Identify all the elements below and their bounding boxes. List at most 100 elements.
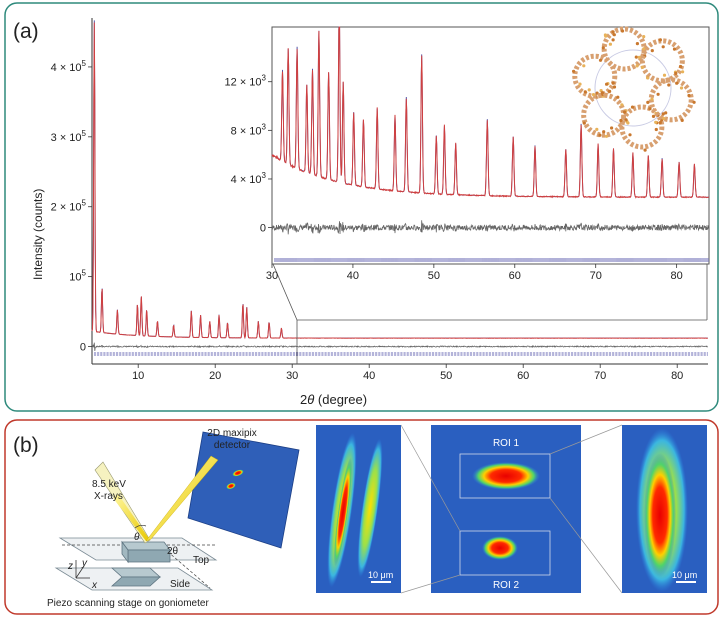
y-tick-label: 105 bbox=[69, 269, 86, 284]
framework-atom bbox=[628, 133, 632, 137]
y-tick-label: 12 × 103 bbox=[225, 74, 267, 89]
framework-atom bbox=[656, 92, 660, 96]
map-center bbox=[431, 425, 581, 593]
framework-atom bbox=[654, 127, 658, 132]
framework-ring bbox=[639, 38, 685, 84]
y-tick-label: 2 × 105 bbox=[51, 199, 87, 214]
y-tick-label: 4 × 103 bbox=[231, 171, 267, 186]
scale-label-left: 10 μm bbox=[368, 570, 393, 580]
x-tick-label: 70 bbox=[590, 270, 602, 282]
framework-atom bbox=[620, 29, 625, 33]
framework-atom bbox=[600, 91, 605, 95]
y-tick-label: 3 × 105 bbox=[51, 129, 87, 144]
roi-2-label: ROI 2 bbox=[493, 580, 520, 591]
framework-atom bbox=[635, 42, 640, 46]
framework-ring bbox=[572, 53, 618, 99]
map-left-crystal-2 bbox=[357, 438, 383, 578]
detector-label-2: detector bbox=[214, 440, 251, 451]
zoom-line-left-bottom bbox=[400, 574, 461, 594]
axis-y-label: y bbox=[81, 558, 88, 569]
framework-atom bbox=[591, 93, 596, 97]
framework-atom bbox=[672, 47, 677, 51]
panel-a-border bbox=[4, 2, 719, 412]
framework-atom bbox=[605, 82, 609, 86]
framework-atom bbox=[587, 88, 591, 92]
inset-x-ticks: 30 40 50 60 70 80 bbox=[266, 264, 683, 282]
framework-atom bbox=[572, 69, 576, 73]
framework-atom bbox=[675, 81, 679, 85]
x-tick-label: 40 bbox=[363, 370, 375, 382]
panel-b-label: (b) bbox=[13, 434, 39, 457]
zoom-connector-left bbox=[272, 263, 298, 321]
main-x-label: 2θ (degree) bbox=[300, 392, 367, 407]
incident-beam bbox=[113, 494, 150, 541]
roi-2-crystal bbox=[482, 536, 518, 560]
framework-atom bbox=[642, 35, 646, 39]
x-tick-label: 30 bbox=[266, 270, 278, 282]
framework-ring bbox=[581, 92, 627, 138]
diffraction-maps: 10 μm ROI 1 ROI 2 10 μm bbox=[316, 424, 707, 594]
y-tick-label: 0 bbox=[80, 342, 86, 354]
framework-atom bbox=[612, 85, 617, 89]
framework-atom bbox=[667, 83, 671, 87]
framework-atom bbox=[611, 81, 615, 85]
framework-atom bbox=[623, 110, 627, 114]
main-reflection-ticks bbox=[94, 352, 708, 356]
experiment-schematic: 2D maxipix detector θ 2θ 8.5 keV X-rays … bbox=[47, 428, 300, 609]
framework-atom bbox=[642, 47, 646, 51]
framework-atom bbox=[640, 65, 645, 69]
framework-atom bbox=[598, 133, 602, 137]
framework-atom bbox=[692, 100, 696, 104]
x-tick-label: 50 bbox=[440, 370, 452, 382]
y-tick-label: 4 × 105 bbox=[51, 59, 87, 74]
framework-atom bbox=[616, 95, 620, 99]
theta-label: θ bbox=[134, 532, 140, 543]
framework-atom bbox=[650, 97, 654, 101]
framework-atom bbox=[643, 148, 647, 152]
main-x-ticks: 10 20 30 40 50 60 70 80 bbox=[132, 364, 683, 382]
axis-y-line bbox=[75, 565, 85, 579]
framework-atom bbox=[626, 121, 630, 125]
framework-atom bbox=[608, 42, 613, 46]
x-tick-label: 60 bbox=[509, 270, 521, 282]
framework-atom bbox=[582, 64, 586, 68]
y-tick-label: 0 bbox=[260, 223, 266, 235]
map-left-crystal-1-core bbox=[333, 457, 353, 567]
framework-atom bbox=[674, 71, 678, 75]
axis-x-label: x bbox=[91, 580, 98, 591]
crystal-structure-illustration bbox=[572, 26, 696, 152]
framework-atom bbox=[630, 105, 635, 109]
framework-atom bbox=[595, 127, 599, 131]
framework-atom bbox=[658, 121, 662, 125]
framework-atom bbox=[603, 33, 608, 37]
framework-atom bbox=[610, 126, 614, 130]
framework-atom bbox=[662, 116, 666, 121]
zoom-line-right-top bbox=[549, 424, 623, 455]
x-tick-label: 80 bbox=[671, 370, 683, 382]
framework-atom bbox=[578, 82, 582, 86]
main-observed-curve bbox=[91, 22, 708, 340]
framework-atom bbox=[661, 45, 665, 49]
inset-y-ticks: 0 4 × 103 8 × 103 12 × 103 bbox=[225, 74, 272, 235]
scale-label-right: 10 μm bbox=[672, 570, 697, 580]
roi-1-box bbox=[459, 453, 551, 499]
main-y-ticks: 0 105 2 × 105 3 × 105 4 × 105 bbox=[51, 59, 92, 354]
theta-arc bbox=[134, 524, 147, 529]
detector-label-1: 2D maxipix bbox=[207, 428, 256, 439]
framework-atom bbox=[661, 112, 665, 116]
sample-top-face bbox=[121, 541, 171, 551]
side-label: Side bbox=[170, 579, 190, 590]
inset-difference-curve bbox=[271, 220, 710, 235]
roi-1-crystal bbox=[472, 462, 540, 490]
top-label: Top bbox=[193, 555, 210, 566]
sample-side-face bbox=[121, 540, 129, 564]
sample-front-face bbox=[127, 549, 171, 563]
stage-label: Piezo scanning stage on goniometer bbox=[47, 598, 209, 609]
main-chart: 0 105 2 × 105 3 × 105 4 × 105 10 20 30 40 50 60 70… bbox=[51, 18, 708, 382]
framework-atom bbox=[602, 130, 606, 134]
inset-observed-curve bbox=[271, 26, 710, 199]
framework-atom bbox=[634, 55, 638, 59]
x-tick-label: 20 bbox=[209, 370, 221, 382]
framework-atom bbox=[612, 33, 616, 37]
